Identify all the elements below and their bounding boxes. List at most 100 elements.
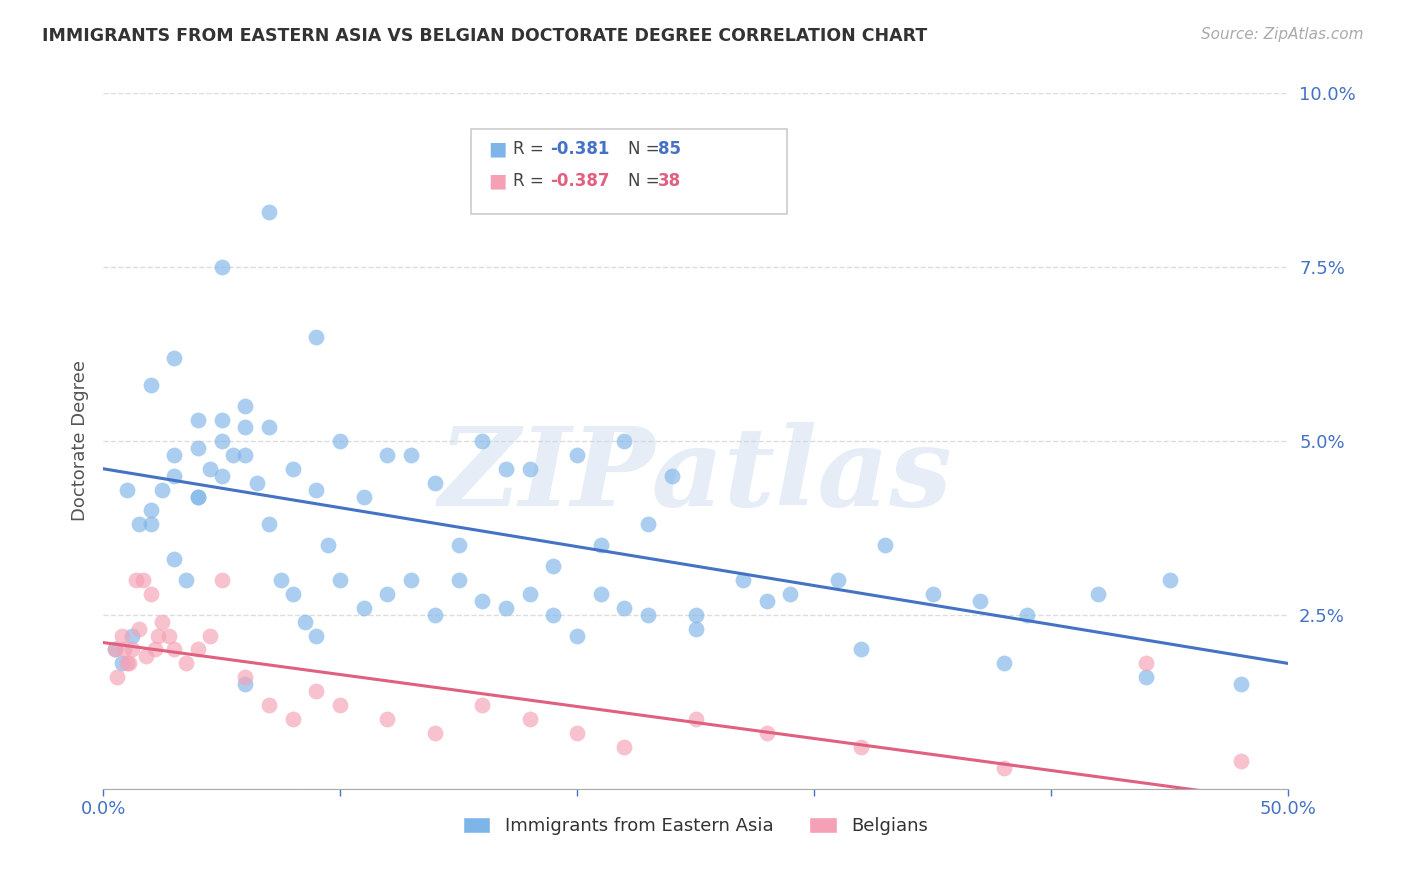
- Point: [211, 434, 233, 448]
- Point: [150, 483, 173, 497]
- Point: [1017, 607, 1039, 622]
- Point: [233, 677, 256, 691]
- Point: [121, 642, 143, 657]
- Point: [305, 629, 328, 643]
- Point: [851, 739, 873, 754]
- Point: [353, 490, 375, 504]
- Point: [105, 670, 128, 684]
- Point: [731, 573, 754, 587]
- Point: [519, 587, 541, 601]
- Point: [377, 712, 399, 726]
- Text: -0.381: -0.381: [550, 140, 609, 158]
- Point: [779, 587, 801, 601]
- Point: [377, 587, 399, 601]
- Point: [104, 642, 127, 657]
- Point: [969, 594, 991, 608]
- Point: [187, 441, 209, 455]
- Point: [447, 573, 470, 587]
- Point: [198, 629, 221, 643]
- Text: R =: R =: [513, 172, 550, 190]
- Point: [423, 726, 446, 740]
- Point: [233, 399, 256, 413]
- Point: [423, 607, 446, 622]
- Point: [187, 490, 209, 504]
- Text: 85: 85: [658, 140, 681, 158]
- Point: [399, 573, 422, 587]
- Point: [875, 538, 897, 552]
- Point: [198, 462, 221, 476]
- Point: [270, 573, 292, 587]
- Point: [132, 573, 155, 587]
- Point: [519, 462, 541, 476]
- Point: [423, 475, 446, 490]
- Point: [495, 462, 517, 476]
- Point: [257, 698, 280, 712]
- Point: [471, 594, 494, 608]
- Point: [281, 712, 304, 726]
- Point: [121, 629, 143, 643]
- Point: [104, 642, 127, 657]
- Point: [163, 468, 186, 483]
- Point: [685, 712, 707, 726]
- Point: [233, 448, 256, 462]
- Point: [257, 517, 280, 532]
- Point: [316, 538, 339, 552]
- Point: [589, 538, 612, 552]
- Point: [211, 260, 233, 274]
- Point: [377, 448, 399, 462]
- Point: [305, 483, 328, 497]
- Point: [111, 629, 134, 643]
- Point: [993, 657, 1015, 671]
- Point: [329, 434, 352, 448]
- Point: [143, 642, 166, 657]
- Point: [233, 420, 256, 434]
- Point: [637, 607, 659, 622]
- Point: [471, 434, 494, 448]
- Point: [613, 600, 636, 615]
- Point: [565, 629, 588, 643]
- Point: [543, 559, 565, 574]
- Point: [139, 517, 162, 532]
- Text: N =: N =: [628, 172, 665, 190]
- Point: [187, 413, 209, 427]
- Point: [139, 503, 162, 517]
- Point: [246, 475, 269, 490]
- Point: [257, 204, 280, 219]
- Legend: Immigrants from Eastern Asia, Belgians: Immigrants from Eastern Asia, Belgians: [456, 809, 935, 842]
- Point: [519, 712, 541, 726]
- Text: N =: N =: [628, 140, 665, 158]
- Text: IMMIGRANTS FROM EASTERN ASIA VS BELGIAN DOCTORATE DEGREE CORRELATION CHART: IMMIGRANTS FROM EASTERN ASIA VS BELGIAN …: [42, 27, 928, 45]
- Point: [257, 420, 280, 434]
- Point: [163, 642, 186, 657]
- Point: [118, 657, 141, 671]
- Text: -0.387: -0.387: [550, 172, 609, 190]
- Point: [685, 622, 707, 636]
- Point: [281, 462, 304, 476]
- Point: [305, 684, 328, 698]
- Point: [159, 629, 181, 643]
- Point: [613, 739, 636, 754]
- Text: ■: ■: [488, 171, 506, 191]
- Point: [174, 657, 197, 671]
- Point: [1087, 587, 1109, 601]
- Point: [187, 642, 209, 657]
- Point: [281, 587, 304, 601]
- Text: ZIPatlas: ZIPatlas: [439, 422, 952, 530]
- Point: [233, 670, 256, 684]
- Point: [589, 587, 612, 601]
- Point: [1229, 677, 1251, 691]
- Point: [211, 468, 233, 483]
- Point: [114, 642, 136, 657]
- Point: [294, 615, 316, 629]
- Point: [1135, 657, 1157, 671]
- Point: [329, 698, 352, 712]
- Y-axis label: Doctorate Degree: Doctorate Degree: [72, 360, 89, 522]
- Point: [993, 761, 1015, 775]
- Point: [495, 600, 517, 615]
- Point: [851, 642, 873, 657]
- Point: [115, 657, 138, 671]
- Point: [139, 378, 162, 392]
- Point: [146, 629, 169, 643]
- Text: Source: ZipAtlas.com: Source: ZipAtlas.com: [1201, 27, 1364, 42]
- Point: [115, 483, 138, 497]
